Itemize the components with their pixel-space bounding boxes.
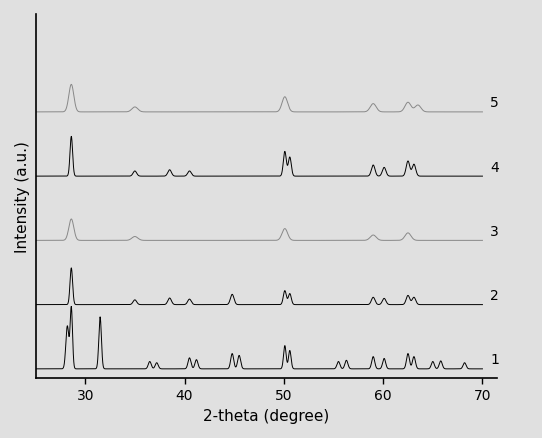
Text: 4: 4 (491, 160, 499, 174)
Text: 3: 3 (491, 224, 499, 238)
X-axis label: 2-theta (degree): 2-theta (degree) (203, 408, 330, 423)
Y-axis label: Intensity (a.u.): Intensity (a.u.) (15, 141, 30, 252)
Text: 1: 1 (491, 353, 499, 367)
Text: 2: 2 (491, 289, 499, 303)
Text: 5: 5 (491, 96, 499, 110)
